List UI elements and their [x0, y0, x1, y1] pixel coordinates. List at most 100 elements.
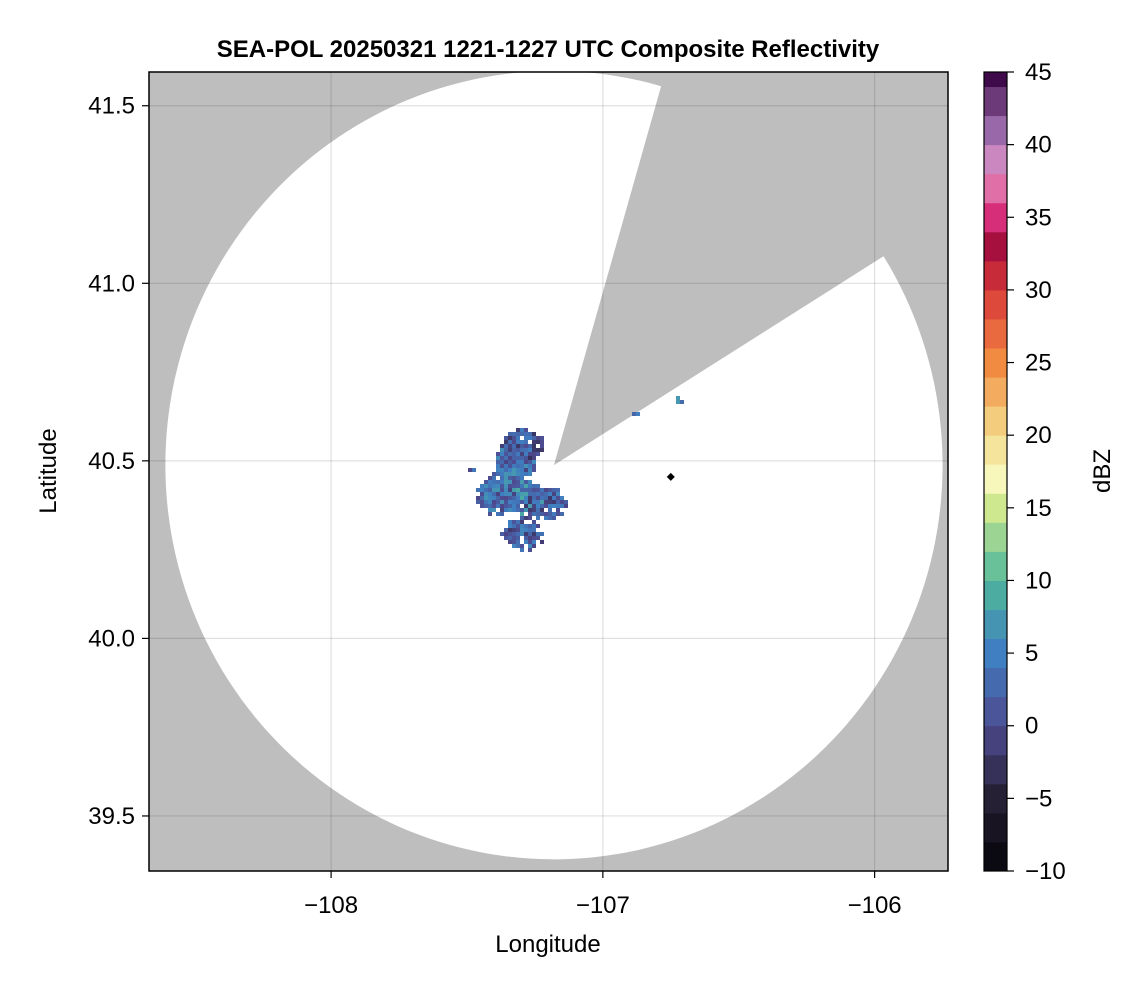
echo-cell — [524, 488, 528, 492]
echo-cell — [532, 464, 536, 468]
echo-cell — [504, 528, 508, 532]
echo-cell — [516, 536, 520, 540]
echo-cell — [504, 536, 508, 540]
echo-cell — [496, 488, 500, 492]
echo-cell — [484, 484, 488, 488]
echo-cell — [468, 468, 472, 472]
echo-cell — [528, 452, 532, 456]
echo-cell — [532, 460, 536, 464]
echo-cell — [528, 512, 532, 516]
echo-cell — [516, 504, 520, 508]
echo-cell — [520, 512, 524, 516]
echo-cell — [508, 460, 512, 464]
echo-cell — [508, 504, 512, 508]
echo-cell — [512, 492, 516, 496]
echo-cell — [488, 512, 492, 516]
echo-cell — [524, 444, 528, 448]
echo-cell — [488, 496, 492, 500]
echo-cell — [532, 500, 536, 504]
echo-cell — [516, 492, 520, 496]
echo-cell — [520, 508, 524, 512]
echo-cell — [536, 492, 540, 496]
echo-cell — [536, 436, 540, 440]
echo-cell — [532, 448, 536, 452]
echo-cell — [512, 524, 516, 528]
echo-cell — [532, 432, 536, 436]
echo-cell — [508, 524, 512, 528]
echo-cell — [504, 496, 508, 500]
echo-cell — [508, 540, 512, 544]
echo-cell — [528, 536, 532, 540]
echo-cell — [504, 480, 508, 484]
plot-area — [148, 71, 949, 872]
echo-cell — [536, 488, 540, 492]
echo-cell — [532, 492, 536, 496]
echo-cell — [520, 476, 524, 480]
echo-cell — [520, 548, 524, 552]
echo-cell — [516, 524, 520, 528]
echo-cell — [512, 432, 516, 436]
echo-cell — [532, 444, 536, 448]
echo-cell — [500, 512, 504, 516]
echo-cell — [536, 484, 540, 488]
echo-cell — [504, 468, 508, 472]
echo-cell — [516, 440, 520, 444]
echo-cell — [500, 496, 504, 500]
echo-cell — [528, 484, 532, 488]
echo-cell — [524, 428, 528, 432]
colorbar-segment — [984, 667, 1007, 698]
echo-cell — [492, 476, 496, 480]
echo-cell — [516, 432, 520, 436]
echo-cell — [508, 476, 512, 480]
echo-cell — [504, 440, 508, 444]
echo-cell — [516, 520, 520, 524]
echo-cell — [512, 464, 516, 468]
echo-cell — [536, 504, 540, 508]
colorbar-tick-label: 45 — [1025, 59, 1052, 86]
echo-cell — [528, 492, 532, 496]
echo-cell — [528, 436, 532, 440]
y-tick-label: 41.0 — [88, 270, 135, 297]
echo-cell — [500, 456, 504, 460]
echo-cell — [536, 452, 540, 456]
echo-cell — [556, 496, 560, 500]
echo-cell — [504, 444, 508, 448]
echo-cell — [496, 504, 500, 508]
echo-cell — [504, 472, 508, 476]
echo-cell — [520, 544, 524, 548]
echo-cell — [536, 508, 540, 512]
colorbar-segment — [984, 609, 1007, 640]
colorbar-segment — [984, 580, 1007, 611]
echo-cell — [552, 496, 556, 500]
echo-cell — [540, 436, 544, 440]
colorbar-tick-label: 10 — [1025, 567, 1052, 594]
echo-cell — [520, 532, 524, 536]
echo-cell — [508, 500, 512, 504]
radar-site-marker — [666, 472, 675, 481]
echo-cell — [496, 468, 500, 472]
echo-cell — [488, 476, 492, 480]
colorbar-tick-label: 0 — [1025, 713, 1038, 740]
echo-cell — [500, 460, 504, 464]
echo-cell — [528, 548, 532, 552]
echo-cell — [532, 540, 536, 544]
echo-cell — [516, 476, 520, 480]
x-axis: −108 −107 −106 — [304, 871, 902, 919]
echo-cell — [536, 532, 540, 536]
colorbar-segment — [984, 638, 1007, 669]
echo-cell — [500, 488, 504, 492]
echo-cell — [532, 532, 536, 536]
echo-cell — [524, 516, 528, 520]
echo-cell — [560, 504, 564, 508]
echo-cell — [516, 528, 520, 532]
echo-cell — [544, 496, 548, 500]
echo-cell — [488, 484, 492, 488]
echo-cell — [504, 460, 508, 464]
echo-cell — [520, 448, 524, 452]
colorbar-segment — [984, 289, 1007, 320]
echo-cell — [536, 536, 540, 540]
echo-cell — [536, 448, 540, 452]
colorbar-segment — [984, 144, 1007, 175]
colorbar-segment — [984, 696, 1007, 727]
